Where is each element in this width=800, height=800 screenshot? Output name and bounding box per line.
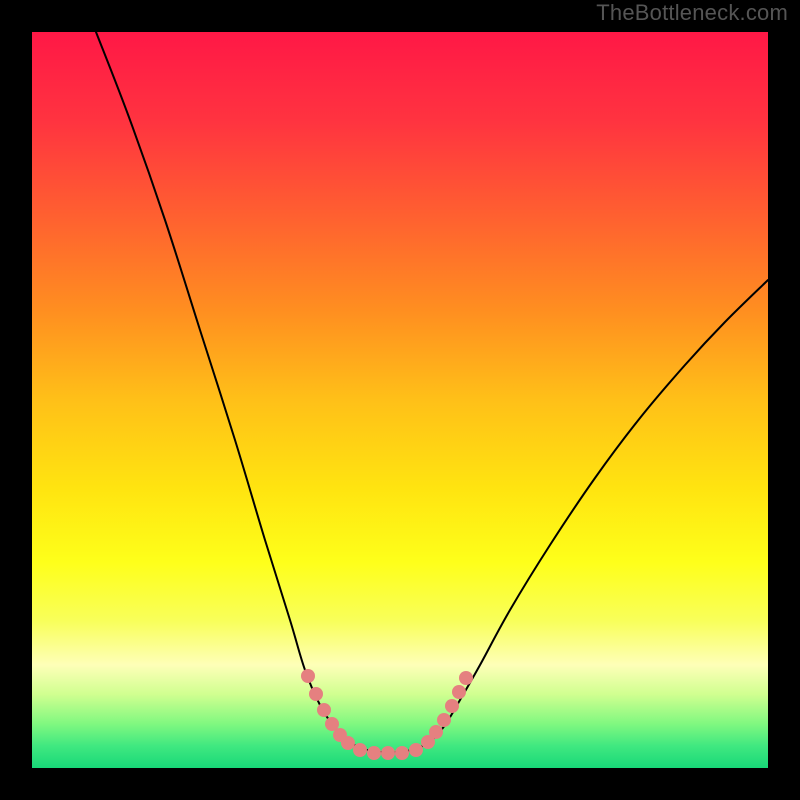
highlight-dot [459,671,473,685]
highlight-dot [409,743,423,757]
highlight-dot [452,685,466,699]
highlight-dot [395,746,409,760]
plot-background [32,32,768,768]
highlight-dot [445,699,459,713]
highlight-dot [381,746,395,760]
highlight-dot [437,713,451,727]
chart-svg [0,0,800,800]
chart-container: TheBottleneck.com [0,0,800,800]
highlight-dot [301,669,315,683]
highlight-dot [353,743,367,757]
highlight-dot [317,703,331,717]
highlight-dot [429,725,443,739]
highlight-dot [367,746,381,760]
highlight-dot [341,736,355,750]
watermark-text: TheBottleneck.com [596,0,788,26]
highlight-dot [309,687,323,701]
